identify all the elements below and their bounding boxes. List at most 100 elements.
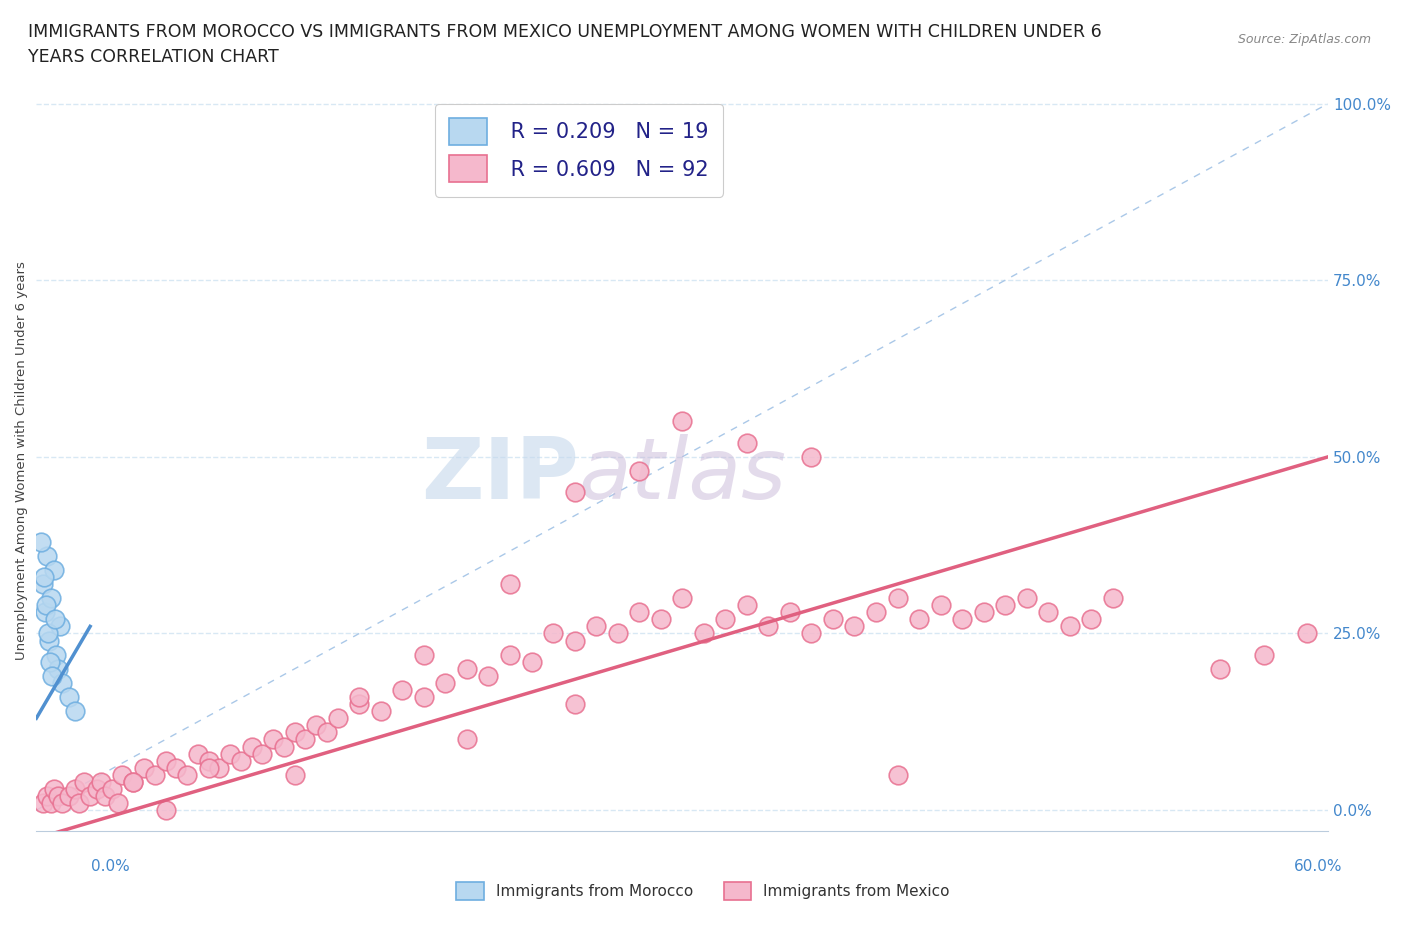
Point [45,647,67,662]
Point [219,746,242,761]
Point [585,619,607,634]
Text: Source: ZipAtlas.com: Source: ZipAtlas.com [1237,33,1371,46]
Legend: Immigrants from Morocco, Immigrants from Mexico: Immigrants from Morocco, Immigrants from… [450,876,956,906]
Point [412,647,434,662]
Point [86,781,108,796]
Point [38,633,60,648]
Legend:  R = 0.209   N = 19,  R = 0.609   N = 92: R = 0.209 N = 19, R = 0.609 N = 92 [434,103,723,196]
Point [1015,591,1038,605]
Point [100,781,122,796]
Point [929,598,952,613]
Point [122,775,145,790]
Point [187,746,209,761]
Point [950,612,973,627]
Point [456,661,478,676]
Point [155,753,177,768]
Point [34,604,56,619]
Point [46,661,69,676]
Point [671,591,693,605]
Point [412,690,434,705]
Point [42,563,65,578]
Point [865,604,887,619]
Point [316,725,339,740]
Text: 60.0%: 60.0% [1295,859,1343,874]
Point [606,626,628,641]
Point [650,612,672,627]
Point [41,591,63,605]
Point [779,604,801,619]
Point [132,760,155,775]
Point [63,704,86,719]
Point [756,619,779,634]
Point [391,683,413,698]
Point [284,767,307,782]
Point [800,626,823,641]
Point [1253,647,1275,662]
Text: IMMIGRANTS FROM MOROCCO VS IMMIGRANTS FROM MEXICO UNEMPLOYMENT AMONG WOMEN WITH : IMMIGRANTS FROM MOROCCO VS IMMIGRANTS FR… [28,23,1102,66]
Point [349,690,371,705]
Point [326,711,349,725]
Point [821,612,844,627]
Point [844,619,866,634]
Point [994,598,1017,613]
Point [434,675,457,690]
Point [693,626,716,641]
Point [73,775,96,790]
Point [41,669,63,684]
Point [349,697,371,711]
Point [143,767,166,782]
Point [67,795,90,810]
Point [63,781,86,796]
Point [240,739,263,754]
Point [41,795,63,810]
Point [90,775,112,790]
Point [1101,591,1123,605]
Point [1209,661,1232,676]
Point [31,795,53,810]
Point [252,746,274,761]
Point [499,577,522,591]
Point [32,569,55,584]
Point [628,463,651,478]
Point [714,612,737,627]
Point [46,789,69,804]
Point [49,619,72,634]
Point [262,732,284,747]
Point [564,485,586,499]
Point [564,633,586,648]
Point [628,604,651,619]
Text: atlas: atlas [579,433,787,517]
Point [37,626,59,641]
Point [111,767,134,782]
Point [541,626,564,641]
Point [229,753,252,768]
Point [273,739,295,754]
Point [51,795,73,810]
Point [477,669,499,684]
Point [44,612,66,627]
Point [58,690,80,705]
Point [42,781,65,796]
Point [197,760,219,775]
Point [107,795,129,810]
Text: ZIP: ZIP [422,433,579,517]
Point [35,549,58,564]
Point [165,760,187,775]
Point [79,789,101,804]
Point [1080,612,1102,627]
Point [294,732,316,747]
Point [735,435,758,450]
Point [886,591,908,605]
Point [1038,604,1060,619]
Point [35,598,58,613]
Point [122,775,145,790]
Point [370,704,392,719]
Point [1295,626,1317,641]
Point [735,598,758,613]
Point [305,718,328,733]
Point [800,449,823,464]
Y-axis label: Unemployment Among Women with Children Under 6 years: Unemployment Among Women with Children U… [15,261,28,659]
Point [31,577,53,591]
Point [51,675,73,690]
Point [499,647,522,662]
